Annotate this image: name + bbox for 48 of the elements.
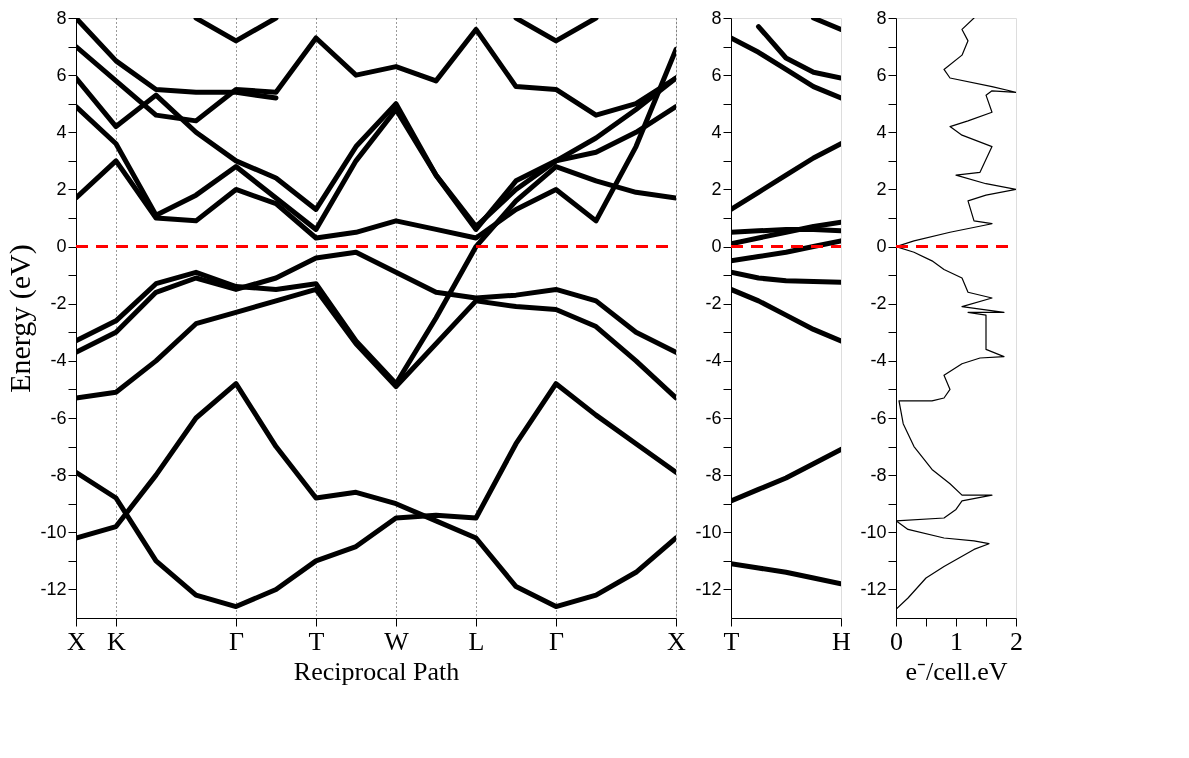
y-tick-label: -8: [870, 464, 887, 485]
x-tick-label: Γ: [548, 626, 565, 656]
y-tick-label: 6: [876, 64, 887, 85]
x-tick-label: 2: [1010, 626, 1023, 656]
y-tick-label: -2: [705, 293, 722, 314]
y-tick-label: -6: [870, 407, 887, 428]
y-tick-label: 8: [56, 7, 67, 28]
y-tick-label: -2: [870, 293, 887, 314]
y-tick-label: -4: [705, 350, 722, 371]
y-tick-label: -12: [40, 578, 67, 599]
x-tick-label: X: [667, 626, 687, 656]
y-tick-label: -10: [860, 521, 887, 542]
y-tick-label: 2: [56, 178, 67, 199]
y-tick-label: -4: [870, 350, 887, 371]
y-tick-label: -10: [40, 521, 67, 542]
y-axis-title: Energy (eV): [3, 244, 38, 393]
y-tick-label: -6: [705, 407, 722, 428]
y-tick-label: 2: [711, 178, 722, 199]
y-tick-label: 0: [56, 236, 67, 257]
y-tick-label: 8: [711, 7, 722, 28]
y-tick-label: 0: [711, 236, 722, 257]
x-tick-label: Γ: [228, 626, 245, 656]
y-tick-label: 6: [711, 64, 722, 85]
y-tick-label: 0: [876, 236, 887, 257]
x-tick-label: H: [832, 626, 852, 656]
x-tick-label: X: [67, 626, 87, 656]
y-tick-label: -12: [695, 578, 722, 599]
y-tick-label: 4: [711, 121, 722, 142]
x-axis-title: e⁻/cell.eV: [905, 656, 1008, 686]
x-tick-label: T: [723, 626, 740, 656]
x-tick-label: T: [308, 626, 325, 656]
y-tick-label: 8: [876, 7, 887, 28]
x-tick-label: 1: [950, 626, 963, 656]
y-tick-label: -8: [705, 464, 722, 485]
y-tick-label: 6: [56, 64, 67, 85]
y-tick-label: -8: [50, 464, 67, 485]
y-tick-label: -10: [695, 521, 722, 542]
y-tick-label: -2: [50, 293, 67, 314]
x-axis-title: Reciprocal Path: [293, 656, 460, 686]
y-tick-label: 4: [876, 121, 887, 142]
x-tick-label: L: [468, 626, 485, 656]
y-tick-label: 2: [876, 178, 887, 199]
y-tick-label: 4: [56, 121, 67, 142]
y-tick-label: -6: [50, 407, 67, 428]
y-tick-label: -4: [50, 350, 67, 371]
y-tick-label: -12: [860, 578, 887, 599]
x-tick-label: W: [384, 626, 410, 656]
x-tick-label: K: [107, 626, 127, 656]
